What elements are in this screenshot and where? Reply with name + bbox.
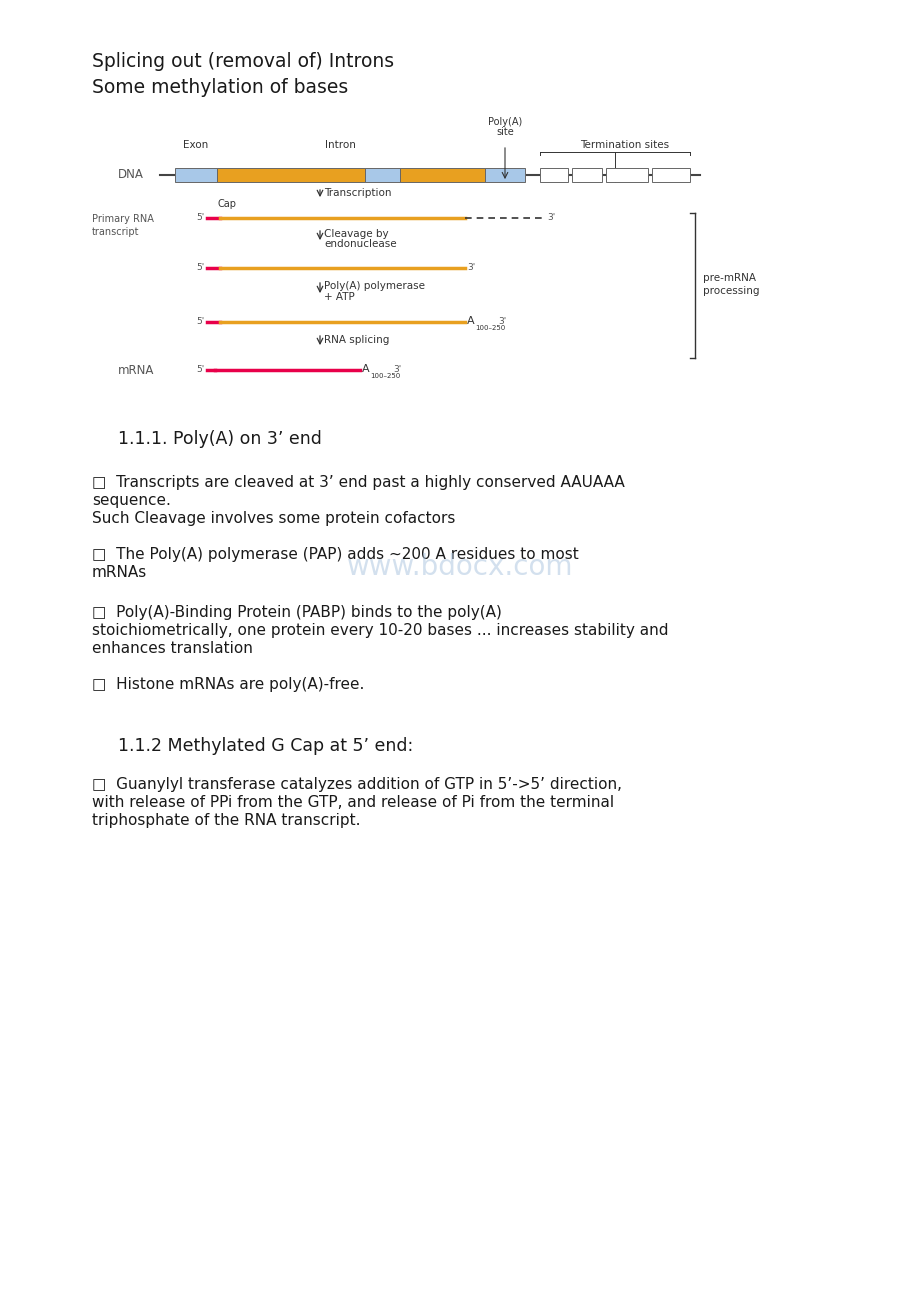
Text: triphosphate of the RNA transcript.: triphosphate of the RNA transcript. xyxy=(92,812,360,828)
Text: endonuclease: endonuclease xyxy=(323,240,396,249)
Text: Poly(A) polymerase: Poly(A) polymerase xyxy=(323,281,425,292)
Text: Some methylation of bases: Some methylation of bases xyxy=(92,78,348,98)
Bar xyxy=(572,168,601,182)
Text: 100–250: 100–250 xyxy=(474,326,505,331)
Text: + ATP: + ATP xyxy=(323,292,355,302)
Text: 5': 5' xyxy=(196,318,204,327)
Text: mRNA: mRNA xyxy=(118,363,154,376)
Text: Primary RNA: Primary RNA xyxy=(92,214,153,224)
Text: stoichiometrically, one protein every 10-20 bases ... increases stability and: stoichiometrically, one protein every 10… xyxy=(92,622,668,638)
Text: transcript: transcript xyxy=(92,227,140,237)
Text: □  Guanylyl transferase catalyzes addition of GTP in 5’->5’ direction,: □ Guanylyl transferase catalyzes additio… xyxy=(92,777,621,792)
Text: processing: processing xyxy=(702,286,759,296)
Text: Intron: Intron xyxy=(324,141,355,150)
Text: □  Histone mRNAs are poly(A)-free.: □ Histone mRNAs are poly(A)-free. xyxy=(92,677,364,691)
Text: 5': 5' xyxy=(196,366,204,375)
Text: 5': 5' xyxy=(196,214,204,223)
Text: Poly(A): Poly(A) xyxy=(487,117,522,128)
Text: 3': 3' xyxy=(392,366,401,375)
Text: 3': 3' xyxy=(547,214,555,223)
Text: mRNAs: mRNAs xyxy=(92,565,147,579)
Bar xyxy=(217,168,365,182)
Bar xyxy=(365,168,400,182)
Text: Transcription: Transcription xyxy=(323,187,391,198)
Bar xyxy=(606,168,647,182)
Bar xyxy=(539,168,567,182)
Text: □  Poly(A)-Binding Protein (PABP) binds to the poly(A): □ Poly(A)-Binding Protein (PABP) binds t… xyxy=(92,605,502,620)
Bar xyxy=(400,168,484,182)
Text: with release of PPi from the GTP, and release of Pi from the terminal: with release of PPi from the GTP, and re… xyxy=(92,796,614,810)
Text: site: site xyxy=(495,128,514,137)
Text: pre-mRNA: pre-mRNA xyxy=(702,273,755,283)
Text: A: A xyxy=(361,365,369,374)
Text: 3': 3' xyxy=(467,263,475,272)
Text: 3': 3' xyxy=(497,318,505,327)
Text: Cleavage by: Cleavage by xyxy=(323,229,388,240)
Text: 1.1.2 Methylated G Cap at 5’ end:: 1.1.2 Methylated G Cap at 5’ end: xyxy=(118,737,413,755)
Text: 100–250: 100–250 xyxy=(369,372,400,379)
Text: sequence.: sequence. xyxy=(92,493,171,508)
Text: DNA: DNA xyxy=(118,168,143,181)
Text: Splicing out (removal of) Introns: Splicing out (removal of) Introns xyxy=(92,52,393,72)
Text: A: A xyxy=(467,316,474,326)
Text: Such Cleavage involves some protein cofactors: Such Cleavage involves some protein cofa… xyxy=(92,510,455,526)
Text: Exon: Exon xyxy=(183,141,209,150)
Bar xyxy=(484,168,525,182)
Bar xyxy=(175,168,217,182)
Text: Termination sites: Termination sites xyxy=(580,141,669,150)
Text: 5': 5' xyxy=(196,263,204,272)
Text: □  The Poly(A) polymerase (PAP) adds ~200 A residues to most: □ The Poly(A) polymerase (PAP) adds ~200… xyxy=(92,547,578,562)
Text: www.bdocx.com: www.bdocx.com xyxy=(346,553,573,581)
Text: 1.1.1. Poly(A) on 3’ end: 1.1.1. Poly(A) on 3’ end xyxy=(118,430,322,448)
Text: RNA splicing: RNA splicing xyxy=(323,335,389,345)
Text: Cap: Cap xyxy=(218,199,237,210)
Text: □  Transcripts are cleaved at 3’ end past a highly conserved AAUAAA: □ Transcripts are cleaved at 3’ end past… xyxy=(92,475,624,490)
Bar xyxy=(652,168,689,182)
Text: enhances translation: enhances translation xyxy=(92,641,253,656)
